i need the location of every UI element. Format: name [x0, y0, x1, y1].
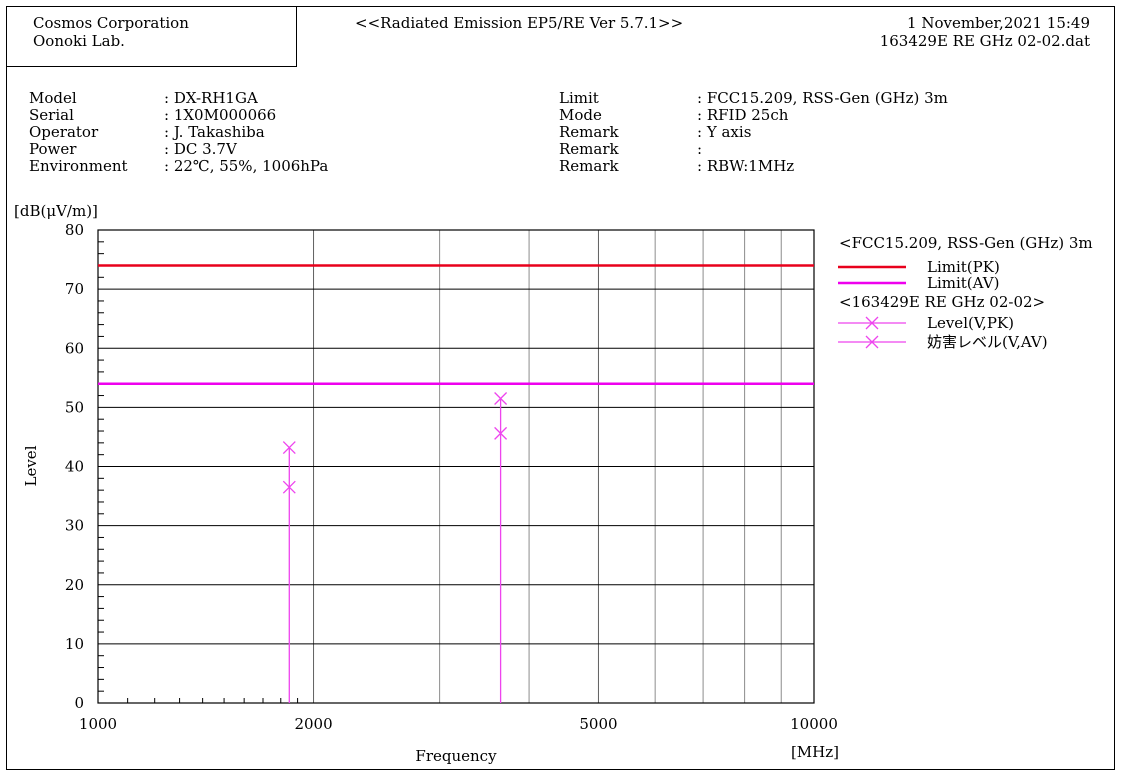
report-date: 1 November,2021 15:49 [907, 14, 1090, 32]
legend-limit-label: Limit(PK) [927, 258, 1000, 276]
info-left-value: : DX-RH1GA [164, 89, 258, 107]
y-tick-label: 0 [74, 694, 84, 712]
company-box [6, 6, 297, 67]
y-tick-label: 20 [65, 576, 84, 594]
x-axis-unit: [MHz] [791, 743, 839, 761]
page-frame [6, 6, 1115, 770]
x-axis-title: Frequency [415, 747, 497, 765]
plot-area-border [97, 229, 815, 704]
info-left-label: Power [29, 140, 77, 158]
info-right-value: : RFID 25ch [697, 106, 789, 124]
info-left-value: : DC 3.7V [164, 140, 237, 158]
info-right-value: : RBW:1MHz [697, 157, 795, 175]
info-right-label: Mode [559, 106, 602, 124]
info-left-value: : 22℃, 55%, 1006hPa [164, 157, 329, 175]
legend-series-marker [865, 335, 879, 349]
legend-limit-label: Limit(AV) [927, 274, 999, 292]
data-point [494, 426, 508, 440]
y-tick-label: 40 [65, 458, 84, 476]
info-right-label: Remark [559, 123, 619, 141]
y-tick-label: 30 [65, 517, 84, 535]
y-tick-label: 50 [65, 398, 84, 416]
info-left-value: : J. Takashiba [164, 123, 265, 141]
info-right-value: : Y axis [697, 123, 752, 141]
legend-series-label: Level(V,PK) [927, 314, 1014, 332]
y-tick-label: 80 [65, 221, 84, 239]
company-name: Cosmos Corporation [33, 14, 189, 32]
info-right-label: Remark [559, 140, 619, 158]
lab-name: Oonoki Lab. [33, 32, 125, 50]
legend-data-group: <163429E RE GHz 02-02> [839, 293, 1045, 311]
data-point [494, 392, 508, 405]
info-right-value: : [697, 140, 703, 158]
x-tick-label: 5000 [579, 715, 617, 733]
info-left-value: : 1X0M000066 [164, 106, 277, 124]
info-left-label: Serial [29, 106, 74, 124]
program-title: <<Radiated Emission EP5/RE Ver 5.7.1>> [355, 14, 684, 32]
info-right-label: Limit [559, 89, 599, 107]
legend-series-label: 妨害レベル(V,AV) [927, 333, 1048, 351]
data-point [282, 441, 296, 455]
y-axis-unit: [dB(μV/m)] [14, 202, 98, 220]
info-left-label: Operator [29, 123, 99, 141]
legend-limit-group: <FCC15.209, RSS-Gen (GHz) 3m [839, 234, 1093, 252]
data-point [282, 480, 296, 494]
info-left-label: Environment [29, 157, 128, 175]
legend-series-marker [865, 316, 879, 330]
info-right-label: Remark [559, 157, 619, 175]
y-tick-label: 10 [65, 635, 84, 653]
y-axis-title: Level [22, 445, 40, 486]
x-tick-label: 10000 [790, 715, 838, 733]
y-tick-label: 70 [65, 280, 84, 298]
info-right-value: : FCC15.209, RSS-Gen (GHz) 3m [697, 89, 948, 107]
x-tick-label: 1000 [79, 715, 117, 733]
x-tick-label: 2000 [294, 715, 332, 733]
info-left-label: Model [29, 89, 77, 107]
y-tick-label: 60 [65, 339, 84, 357]
data-file-name: 163429E RE GHz 02-02.dat [879, 32, 1090, 50]
